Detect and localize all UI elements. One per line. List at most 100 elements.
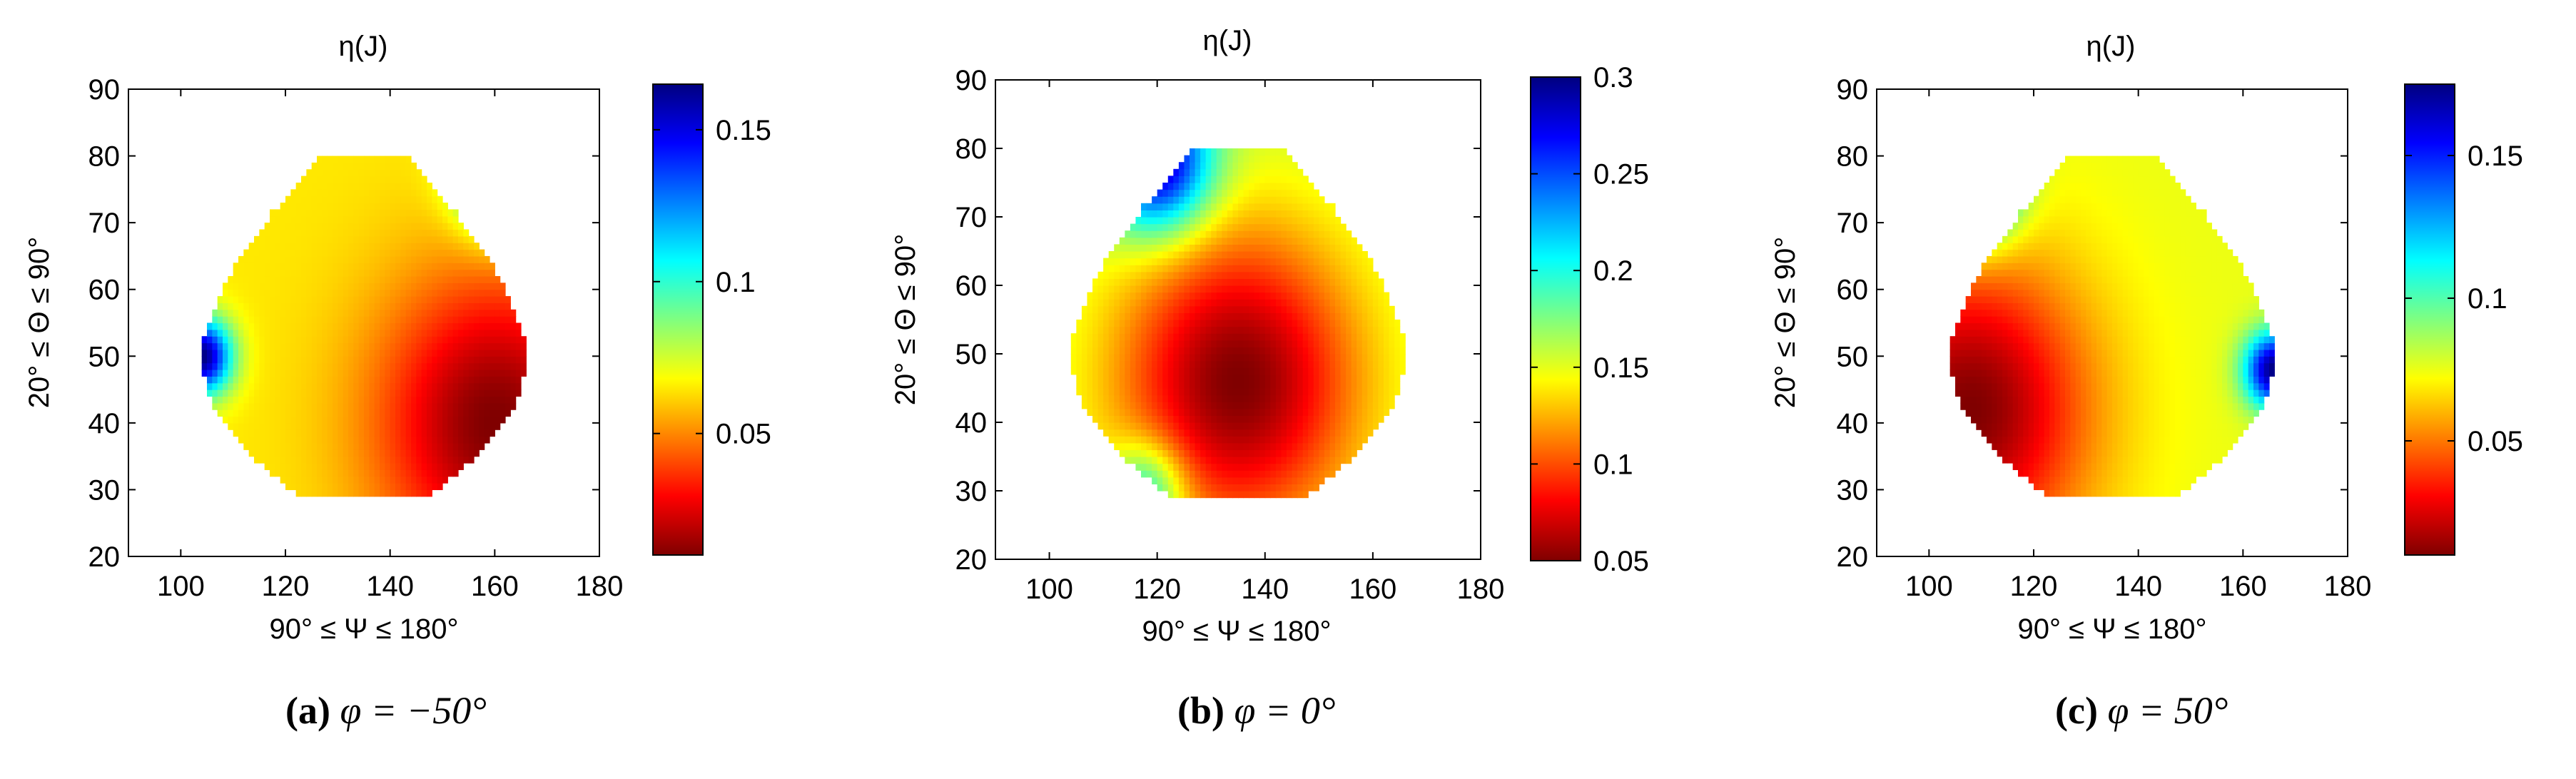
heatmap-cell [442,449,448,457]
heatmap-cell [479,376,485,384]
heatmap-cell [1270,278,1277,286]
heatmap-cell [1340,374,1347,382]
heatmap-cell [432,195,438,203]
heatmap-cell [1351,258,1357,265]
heatmap-cell [385,175,391,183]
heatmap-cell [327,476,333,484]
heatmap-cell [1372,278,1379,286]
heatmap-cell [1367,360,1374,368]
heatmap-cell [1292,258,1298,265]
heatmap-cell [311,282,318,290]
heatmap-cell [1297,230,1304,238]
heatmap-cell [416,429,422,437]
heatmap-cell [1955,376,1961,384]
heatmap-cell [207,329,213,337]
heatmap-cell [1292,168,1298,176]
heatmap-cell [1960,309,1967,317]
heatmap-cell [301,356,307,364]
heatmap-cell [1243,162,1249,170]
heatmap-cell [411,316,417,324]
heatmap-cell [1324,223,1331,231]
heatmap-cell [301,203,307,210]
heatmap-cell [364,209,370,217]
heatmap-cell [1259,367,1266,375]
heatmap-cell [1249,244,1255,252]
heatmap-cell [390,329,396,337]
heatmap-cell [275,436,281,444]
heatmap-cell [333,282,338,290]
heatmap-cell [270,215,275,223]
heatmap-cell [1351,340,1357,347]
heatmap-cell [338,436,344,444]
heatmap-cell [1302,312,1309,320]
heatmap-cell [1190,155,1196,163]
heatmap-cell [447,382,454,390]
heatmap-cell [380,469,385,477]
heatmap-cell [364,183,370,190]
heatmap-cell [1254,265,1260,273]
heatmap-cell [306,429,313,437]
heatmap-cell [395,409,401,417]
heatmap-cell [1146,237,1152,245]
heatmap-cell [385,436,391,444]
heatmap-cell [327,370,333,377]
heatmap-cell [233,329,239,337]
heatmap-cell [327,162,333,170]
heatmap-cell [1152,320,1158,327]
heatmap-cell [416,483,422,491]
y-tick-label: 40 [955,407,988,439]
heatmap-cell [1243,312,1249,320]
heatmap-cell [327,289,333,297]
heatmap-cell [411,402,417,410]
heatmap-cell [468,342,475,350]
heatmap-cell [1976,370,1982,377]
heatmap-cell [1200,223,1207,231]
heatmap-cell [390,322,396,330]
heatmap-cell [1254,203,1260,210]
heatmap-cell [1227,333,1234,341]
heatmap-cell [1076,320,1082,327]
heatmap-cell [1351,374,1357,382]
heatmap-cell [270,356,275,364]
heatmap-cell [1324,217,1331,225]
heatmap-cell [306,336,313,344]
heatmap-cell [338,476,344,484]
heatmap-cell [1264,381,1271,389]
heatmap-cell [1357,312,1363,320]
heatmap-cell [311,215,318,223]
heatmap-cell [1081,333,1088,341]
heatmap-cell [348,235,354,243]
heatmap-cell [1152,299,1158,307]
heatmap-cell [395,289,401,297]
heatmap-cell [411,409,417,417]
heatmap-cell [463,436,470,444]
heatmap-cell [259,302,265,310]
heatmap-cell [327,243,333,250]
heatmap-cell [1195,278,1201,286]
heatmap-cell [495,349,501,357]
heatmap-cell [1097,285,1104,293]
heatmap-cell [1313,367,1319,375]
heatmap-cell [343,269,349,277]
heatmap-cell [248,376,255,384]
heatmap-cell [358,442,365,450]
heatmap-cell [1346,340,1352,347]
heatmap-cell [505,316,511,324]
heatmap-cell [285,436,291,444]
heatmap-cell [1357,354,1363,362]
heatmap-cell [1361,429,1368,437]
heatmap-cell [1184,354,1190,362]
heatmap-cell [306,215,313,223]
heatmap-cell [275,382,281,390]
heatmap-cell [1162,415,1169,423]
heatmap-cell [374,402,380,410]
heatmap-cell [463,349,470,357]
heatmap-cell [1195,408,1201,416]
heatmap-cell [1287,271,1293,279]
heatmap-cell [416,243,422,250]
heatmap-cell [1976,402,1982,410]
heatmap-cell [1108,374,1115,382]
heatmap-cell [270,469,275,477]
heatmap-cell [212,309,218,317]
heatmap-cell [1135,292,1142,300]
